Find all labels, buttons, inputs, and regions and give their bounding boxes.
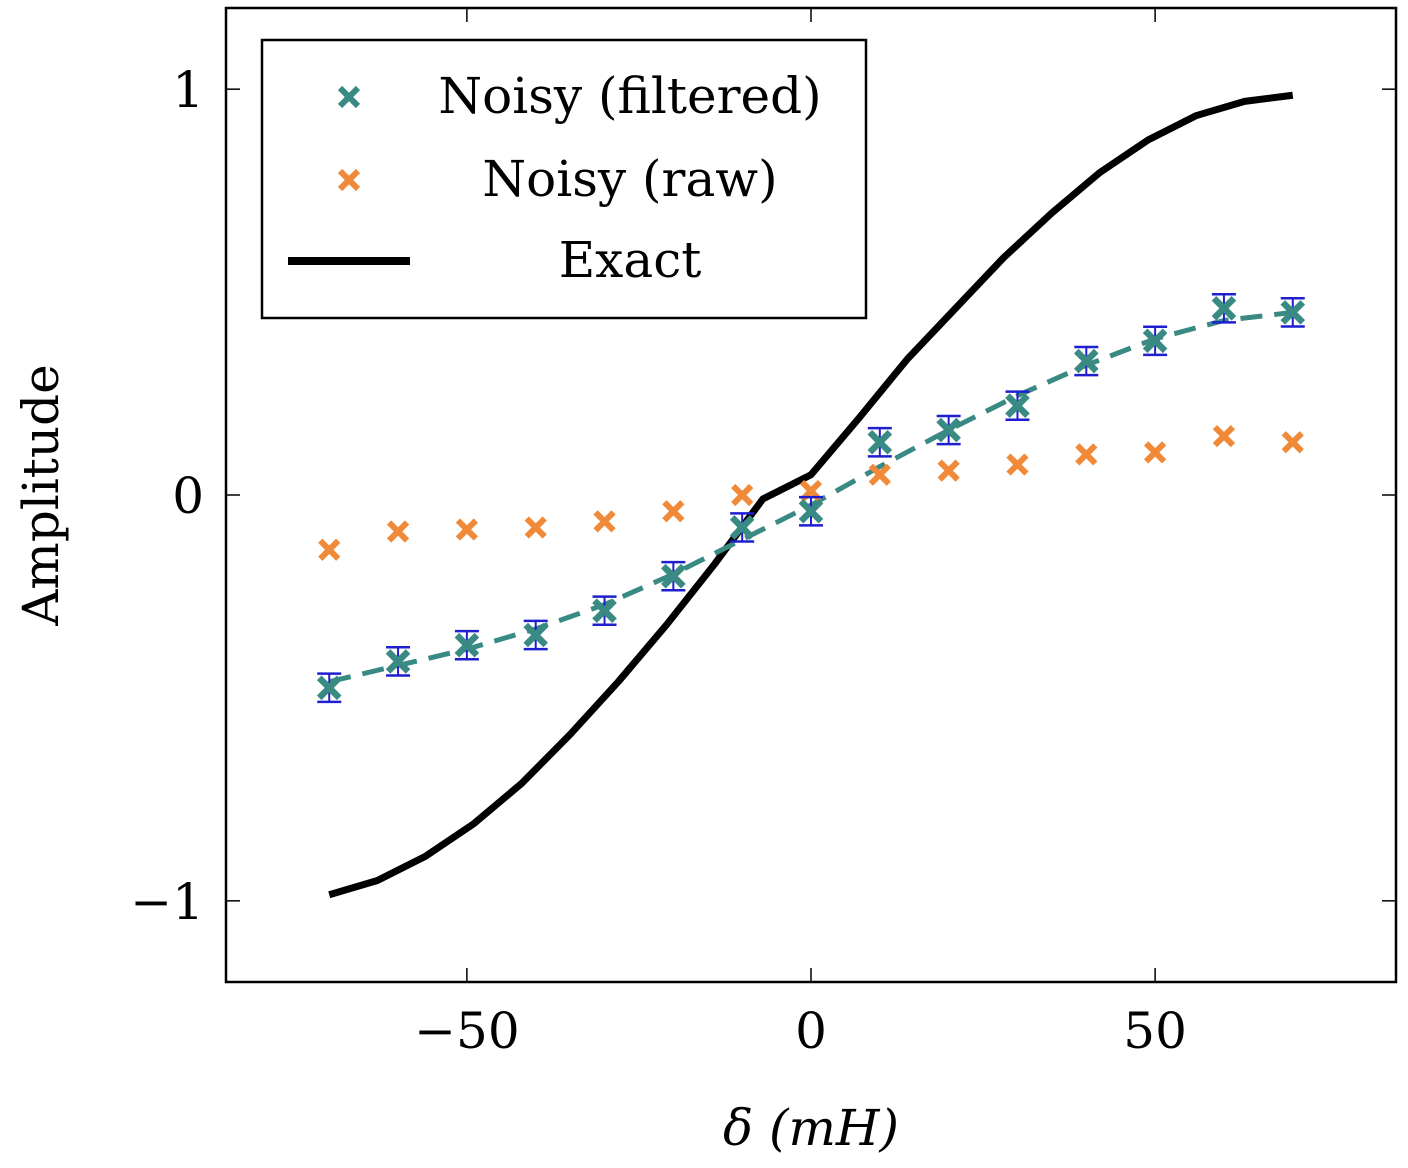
legend-label-raw: Noisy (raw) (482, 150, 777, 208)
series-line-exact (328, 91, 1294, 899)
marker-stroke (316, 675, 342, 701)
data-point-raw (1006, 453, 1029, 476)
legend: Noisy (filtered) Noisy (raw) Exact (260, 38, 868, 320)
data-point-filtered (936, 417, 961, 443)
legend-box (260, 38, 868, 320)
data-point-raw (1143, 441, 1167, 464)
y-tick-label: 0 (172, 467, 204, 525)
x-tick-label: 0 (795, 1002, 827, 1060)
marker-stroke (386, 520, 410, 543)
marker-stroke (1142, 328, 1168, 354)
marker-stroke (318, 538, 341, 561)
marker-stroke (1211, 296, 1237, 321)
y-axis-label: Amplitude (12, 364, 70, 626)
marker-stroke (524, 516, 547, 539)
x-axis-label: δ (mH) (723, 1099, 899, 1157)
marker-stroke (729, 515, 755, 540)
data-point-filtered (1142, 328, 1168, 354)
marker-stroke (1280, 300, 1306, 325)
data-point-raw (1281, 431, 1304, 454)
marker-stroke (337, 85, 361, 109)
marker-stroke (523, 622, 549, 648)
marker-stroke (798, 498, 824, 524)
marker-stroke (1212, 425, 1236, 448)
marker-stroke (662, 500, 685, 523)
data-point-filtered (661, 563, 686, 589)
series-layer (316, 91, 1306, 899)
data-point-raw (731, 483, 754, 507)
marker-stroke (1075, 443, 1098, 466)
data-point-raw (524, 516, 547, 539)
marker-stroke (593, 510, 616, 533)
data-point-filtered (385, 649, 411, 674)
marker-stroke (868, 463, 891, 486)
data-point-filtered (1211, 296, 1237, 321)
marker-stroke (731, 483, 754, 507)
y-tick-label: −1 (130, 873, 204, 931)
legend-marker-filtered (337, 85, 361, 109)
data-point-raw (593, 510, 616, 533)
data-point-filtered (523, 622, 549, 648)
legend-label-filtered: Noisy (filtered) (438, 67, 821, 125)
marker-stroke (385, 649, 411, 674)
x-tick-label: −50 (414, 1002, 520, 1060)
data-point-filtered (1280, 300, 1306, 325)
data-point-filtered (729, 515, 755, 540)
marker-stroke (1281, 431, 1304, 454)
data-point-raw (662, 500, 685, 523)
data-point-raw (868, 463, 891, 486)
marker-stroke (1073, 348, 1099, 374)
data-point-filtered (1005, 393, 1030, 419)
data-point-raw (1075, 443, 1098, 466)
marker-stroke (661, 563, 686, 589)
data-point-filtered (316, 675, 342, 701)
marker-stroke (937, 459, 960, 482)
marker-stroke (867, 429, 893, 455)
data-point-raw (1212, 425, 1236, 448)
x-tick-label: 50 (1123, 1002, 1187, 1060)
legend-cross (337, 168, 361, 192)
marker-stroke (592, 598, 617, 623)
data-point-raw (318, 538, 341, 561)
data-point-filtered (798, 498, 824, 524)
y-tick-label: 1 (172, 61, 204, 119)
data-point-filtered (592, 598, 617, 623)
data-point-raw (386, 520, 410, 543)
data-point-filtered (1073, 348, 1099, 374)
marker-stroke (454, 632, 480, 658)
marker-stroke (1006, 453, 1029, 476)
data-point-raw (455, 518, 479, 541)
marker-stroke (1143, 441, 1167, 464)
marker-stroke (455, 518, 479, 541)
marker-stroke (337, 168, 361, 192)
marker-stroke (1005, 393, 1030, 419)
legend-label-exact: Exact (559, 231, 702, 289)
legend-marker-raw (337, 168, 361, 192)
data-point-filtered (867, 429, 893, 455)
marker-stroke (936, 417, 961, 443)
axis-ticks (226, 8, 1396, 982)
data-point-raw (937, 459, 960, 482)
legend-cross (337, 85, 361, 109)
data-point-filtered (454, 632, 480, 658)
